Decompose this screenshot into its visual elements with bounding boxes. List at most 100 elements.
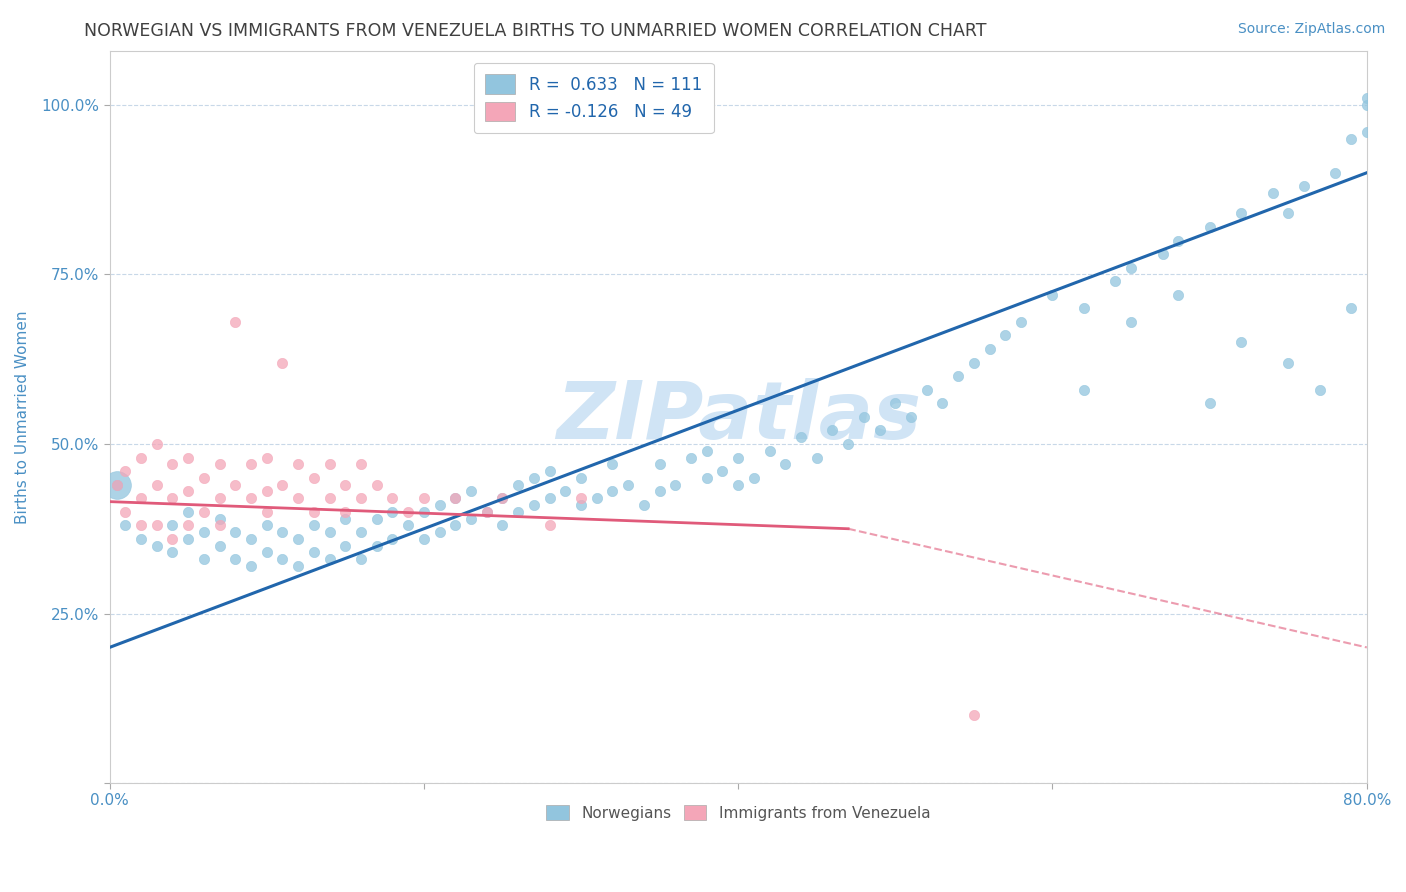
Point (1152, 247, 1174, 261)
Point (491, 491, 513, 506)
Point (1355, 98, 1378, 112)
Point (412, 505, 434, 519)
Point (224, 477, 246, 491)
Point (256, 545, 278, 559)
Point (554, 484, 576, 499)
Point (271, 477, 294, 491)
Point (129, 532, 152, 546)
Point (271, 356, 294, 370)
Point (491, 491, 513, 506)
Point (366, 511, 388, 525)
Point (679, 450, 702, 465)
Point (1167, 234, 1189, 248)
Point (727, 450, 749, 465)
Point (602, 458, 624, 472)
Point (145, 477, 167, 491)
Point (193, 471, 215, 485)
Point (208, 491, 231, 506)
Point (105, 477, 128, 491)
Point (240, 458, 263, 472)
Point (538, 518, 561, 533)
Point (1073, 301, 1095, 316)
Point (491, 518, 513, 533)
Point (335, 511, 357, 525)
Point (129, 491, 152, 506)
Point (105, 477, 128, 491)
Point (129, 518, 152, 533)
Point (271, 525, 294, 540)
Point (224, 315, 246, 329)
Point (1167, 287, 1189, 301)
Point (145, 539, 167, 553)
Point (105, 477, 128, 491)
Point (460, 511, 482, 525)
Point (381, 505, 404, 519)
Point (664, 477, 686, 491)
Point (224, 552, 246, 566)
Point (1042, 287, 1064, 301)
Point (1198, 396, 1220, 410)
Point (963, 356, 986, 370)
Point (162, 491, 184, 506)
Point (444, 491, 467, 506)
Point (821, 424, 844, 438)
Point (412, 491, 434, 506)
Point (508, 505, 530, 519)
Point (931, 396, 953, 410)
Point (1119, 315, 1142, 329)
Point (224, 525, 246, 540)
Point (412, 532, 434, 546)
Y-axis label: Births to Unmarried Women: Births to Unmarried Women (15, 310, 30, 524)
Text: Source: ZipAtlas.com: Source: ZipAtlas.com (1237, 22, 1385, 37)
Point (318, 458, 340, 472)
Point (1277, 356, 1299, 370)
Point (696, 471, 718, 485)
Point (475, 505, 498, 519)
Point (129, 450, 152, 465)
Point (648, 458, 671, 472)
Point (114, 518, 136, 533)
Point (177, 505, 200, 519)
Text: ZIPatlas: ZIPatlas (555, 378, 921, 456)
Point (208, 539, 231, 553)
Point (806, 450, 828, 465)
Point (869, 424, 891, 438)
Point (177, 532, 200, 546)
Point (1355, 125, 1378, 139)
Point (162, 532, 184, 546)
Point (1309, 383, 1331, 397)
Point (948, 369, 970, 384)
Point (287, 559, 309, 574)
Point (569, 498, 592, 512)
Point (1119, 260, 1142, 275)
Point (350, 458, 373, 472)
Point (335, 477, 357, 491)
Point (240, 532, 263, 546)
Point (256, 518, 278, 533)
Point (523, 498, 546, 512)
Point (1230, 206, 1253, 220)
Point (335, 539, 357, 553)
Point (429, 498, 451, 512)
Point (114, 464, 136, 478)
Point (287, 458, 309, 472)
Point (145, 437, 167, 451)
Point (318, 552, 340, 566)
Point (318, 491, 340, 506)
Point (852, 409, 875, 424)
Point (538, 464, 561, 478)
Point (256, 505, 278, 519)
Point (1292, 179, 1315, 194)
Point (1104, 274, 1126, 288)
Point (1198, 219, 1220, 234)
Point (302, 471, 325, 485)
Point (444, 518, 467, 533)
Point (396, 518, 419, 533)
Point (193, 552, 215, 566)
Point (837, 437, 859, 451)
Point (177, 484, 200, 499)
Point (696, 443, 718, 458)
Point (775, 458, 797, 472)
Point (900, 409, 922, 424)
Point (256, 484, 278, 499)
